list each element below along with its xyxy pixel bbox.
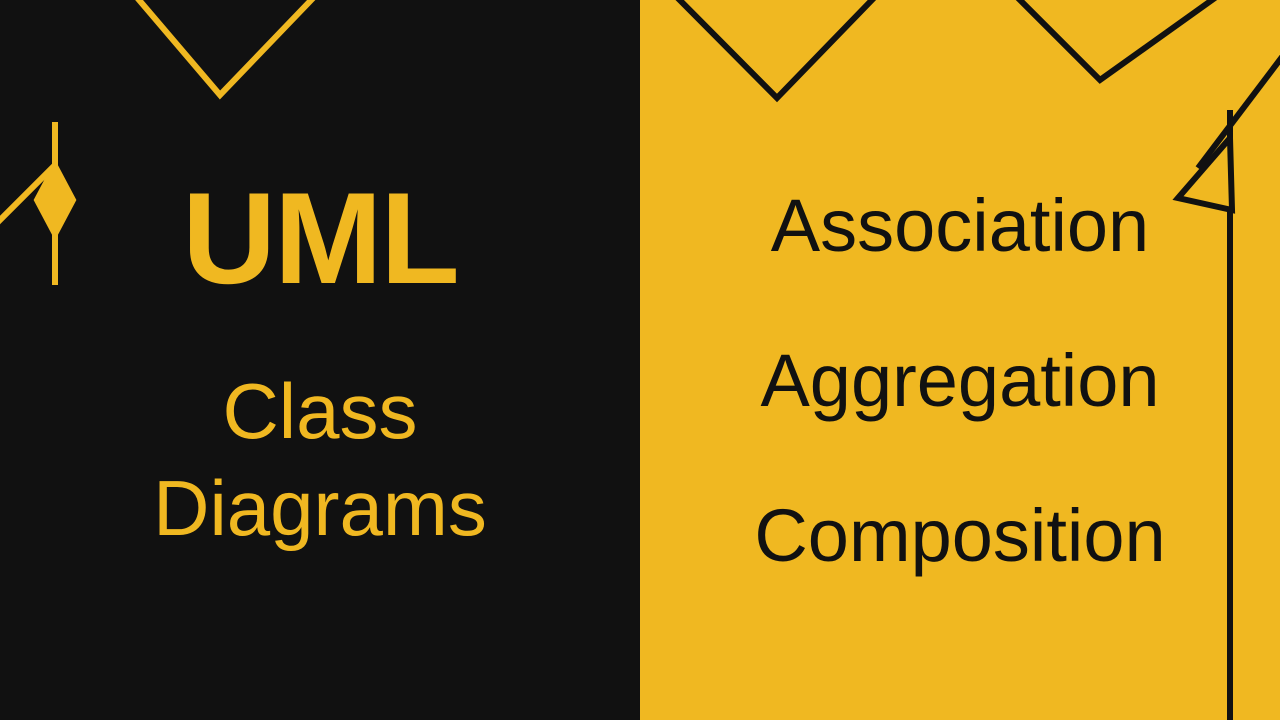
right-item-association: Association — [771, 183, 1149, 268]
left-subtitle: Class Diagrams — [153, 363, 487, 558]
left-subtitle-line1: Class — [153, 363, 487, 461]
infographic-stage: UML Class Diagrams Association Aggregati… — [0, 0, 1280, 720]
right-item-aggregation: Aggregation — [760, 338, 1159, 423]
left-subtitle-line2: Diagrams — [153, 460, 487, 558]
left-title: UML — [182, 163, 458, 313]
right-panel: Association Aggregation Composition — [640, 0, 1280, 720]
right-item-composition: Composition — [754, 493, 1165, 578]
left-panel: UML Class Diagrams — [0, 0, 640, 720]
